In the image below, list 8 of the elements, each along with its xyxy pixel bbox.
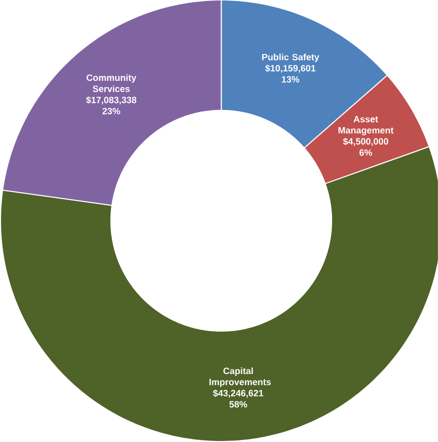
slice-label: Community Services: [86, 74, 136, 92]
data-label: $43,246,621 58%: [213, 390, 264, 408]
slice-label: Public Safety: [262, 54, 320, 62]
slice-label: Asset Management: [338, 116, 394, 136]
data-label: $4,500,000 6%: [343, 138, 388, 156]
data-label: $17,083,338 23%: [86, 96, 136, 114]
data-label: $10,159,601 13%: [265, 64, 316, 83]
slice-label: Capital Improvements: [210, 367, 271, 388]
